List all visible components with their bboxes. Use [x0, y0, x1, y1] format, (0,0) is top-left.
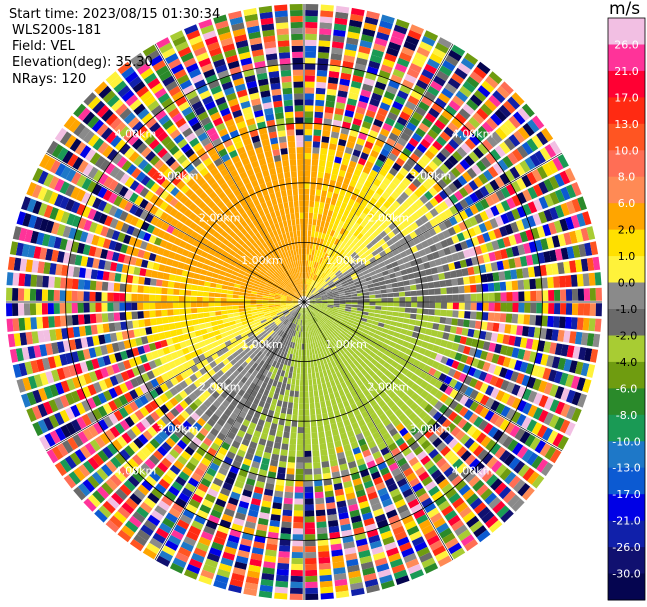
colorbar-frame: [607, 17, 646, 601]
ring-label: 4.00km: [115, 465, 157, 478]
colorbar-swatch: [608, 388, 645, 416]
ring-label: 4.00km: [115, 127, 157, 140]
ring-label: 2.00km: [368, 380, 410, 393]
colorbar-swatch: [608, 18, 645, 45]
ring-label: 3.00km: [410, 422, 452, 435]
colorbar-swatch: [608, 229, 645, 257]
colorbar-tick-label: -17.0: [612, 488, 640, 501]
colorbar-swatch: [608, 97, 645, 125]
colorbar-swatch: [608, 282, 645, 310]
colorbar-tick-label: 17.0: [614, 91, 639, 104]
colorbar-swatch: [608, 70, 645, 98]
colorbar-swatch: [608, 309, 645, 336]
ring-label: 1.00km: [325, 338, 367, 351]
colorbar-swatch: [608, 123, 645, 151]
colorbar-tick-label: 10.0: [614, 144, 639, 157]
nrays-label: NRays: 120: [12, 72, 87, 87]
ring-label: 2.00km: [368, 212, 410, 225]
colorbar-tick-label: -26.0: [612, 541, 640, 554]
colorbar: 26.0 21.0 17.0 13.0 10.0 8.0 6.0 2.0 1.0 0.0 -1.0 -…: [607, 17, 646, 601]
colorbar-unit-label: m/s: [609, 0, 641, 19]
colorbar-tick-label: 1.0: [618, 250, 636, 263]
ring-label: 3.00km: [157, 422, 199, 435]
colorbar-swatch: [608, 150, 645, 178]
colorbar-swatch: [608, 573, 645, 601]
ring-label: 1.00km: [241, 254, 283, 267]
colorbar-tick-label: 13.0: [614, 118, 639, 131]
azimuth-line: [45, 152, 563, 452]
colorbar-tick-label: -8.0: [616, 409, 637, 422]
instrument-label: WLS200s-181: [12, 23, 102, 38]
colorbar-tick-label: 0.0: [618, 277, 636, 290]
ring-label: 3.00km: [157, 170, 199, 183]
colorbar-tick-label: 6.0: [618, 197, 636, 210]
colorbar-swatch: [608, 547, 645, 575]
colorbar-swatch: [608, 494, 645, 522]
colorbar-tick-label: -13.0: [612, 462, 640, 475]
colorbar-swatch: [608, 467, 645, 495]
colorbar-tick-label: -10.0: [612, 435, 640, 448]
colorbar-swatch: [608, 203, 645, 231]
colorbar-tick-label: -21.0: [612, 515, 640, 528]
colorbar-tick-label: 8.0: [618, 171, 636, 184]
radar-sweep: [6, 4, 602, 600]
colorbar-tick-label: -4.0: [616, 356, 637, 369]
colorbar-swatch: [608, 335, 645, 363]
ring-label: 4.00km: [452, 127, 494, 140]
colorbar-tick-label: -1.0: [616, 303, 637, 316]
colorbar-tick-label: 2.0: [618, 224, 636, 237]
colorbar-swatch: [608, 176, 645, 204]
colorbar-tick-label: -6.0: [616, 382, 637, 395]
ring-label: 1.00km: [241, 338, 283, 351]
ring-label: 2.00km: [199, 212, 241, 225]
field-label: Field: VEL: [12, 39, 75, 54]
colorbar-swatch: [608, 256, 645, 284]
colorbar-swatch: [608, 414, 645, 442]
colorbar-swatch: [608, 361, 645, 389]
ring-label: 3.00km: [410, 170, 452, 183]
colorbar-tick-label: 21.0: [614, 65, 639, 78]
colorbar-tick-label: -2.0: [616, 330, 637, 343]
start-time-label: Start time: 2023/08/15 01:30:34: [9, 7, 221, 22]
ring-label: 1.00km: [325, 254, 367, 267]
colorbar-swatch: [608, 44, 645, 72]
ring-labels: 1.00km 1.00km 1.00km 1.00km 2.00km 2.00km 2.00…: [115, 127, 494, 477]
colorbar-tick-label: -30.0: [612, 568, 640, 581]
ring-label: 2.00km: [199, 380, 241, 393]
colorbar-tick-label: 26.0: [614, 39, 639, 52]
elevation-label: Elevation(deg): 35.30: [12, 55, 153, 70]
colorbar-swatch: [608, 520, 645, 548]
ring-label: 4.00km: [452, 465, 494, 478]
colorbar-swatch: [608, 441, 645, 469]
